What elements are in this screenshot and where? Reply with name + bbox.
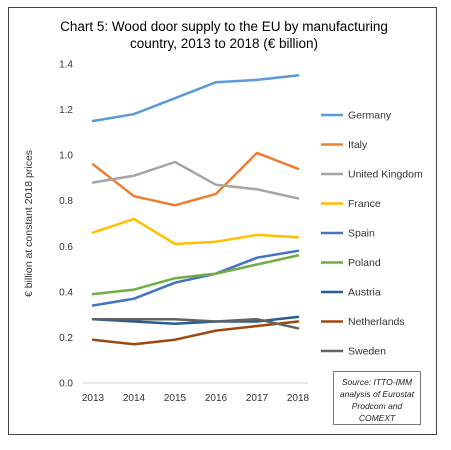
chart-frame xyxy=(8,7,437,435)
y-tick-label: 0.8 xyxy=(59,196,73,207)
x-tick-label: 2015 xyxy=(164,393,187,404)
legend-label-sweden: Sweden xyxy=(348,346,386,358)
series-line-france xyxy=(91,217,300,246)
series-line-poland xyxy=(91,254,300,296)
series-line-spain xyxy=(91,249,300,307)
chart-title: Chart 5: Wood door supply to the EU by m… xyxy=(34,18,414,52)
source-line-2: analysis of Eurostat xyxy=(339,389,415,399)
x-tick-label: 2014 xyxy=(123,393,146,404)
y-tick-label: 1.0 xyxy=(59,151,73,162)
x-tick-label: 2013 xyxy=(82,393,105,404)
y-tick-label: 0.4 xyxy=(59,287,73,298)
legend-label-poland: Poland xyxy=(348,257,381,269)
legend-label-france: France xyxy=(348,198,381,210)
x-tick-label: 2018 xyxy=(287,393,310,404)
chart-title-line-2: country, 2013 to 2018 (€ billion) xyxy=(129,36,319,51)
y-tick-label: 0.6 xyxy=(59,242,73,253)
series-line-netherlands xyxy=(91,320,300,346)
source-note: Source: ITTO-IMM analysis of Eurostat Pr… xyxy=(333,371,421,425)
series-lines xyxy=(91,74,300,346)
legend-label-spain: Spain xyxy=(348,228,375,240)
legend-label-united-kingdom: United Kingdom xyxy=(348,169,423,181)
series-line-italy xyxy=(91,151,300,207)
legend-label-austria: Austria xyxy=(348,287,381,299)
legend-label-italy: Italy xyxy=(348,139,368,151)
legend-label-germany: Germany xyxy=(348,110,392,122)
source-line-3: Prodcom and COMEXT xyxy=(351,401,403,423)
y-tick-label: 0.2 xyxy=(59,333,73,344)
source-line-1: Source: ITTO-IMM xyxy=(341,377,413,387)
series-line-germany xyxy=(91,74,300,123)
y-tick-label: 1.2 xyxy=(59,105,73,116)
x-tick-label: 2016 xyxy=(205,393,228,404)
legend-label-netherlands: Netherlands xyxy=(348,316,405,328)
y-tick-label: 1.4 xyxy=(59,60,73,71)
legend: Germany Italy United Kingdom France Spain Pol… xyxy=(321,110,423,358)
axes: 0.0 0.2 0.4 0.6 0.8 1.0 1.2 1.4 2013 2014 2015 2016… xyxy=(23,60,310,405)
y-axis-label: € billion at constant 2018 prices xyxy=(23,150,35,297)
chart-title-line-1: Chart 5: Wood door supply to the EU by m… xyxy=(60,19,388,34)
y-tick-label: 0.0 xyxy=(59,379,73,390)
series-line-sweden xyxy=(91,317,300,330)
series-line-united-kingdom xyxy=(91,160,300,200)
x-tick-label: 2017 xyxy=(246,393,269,404)
